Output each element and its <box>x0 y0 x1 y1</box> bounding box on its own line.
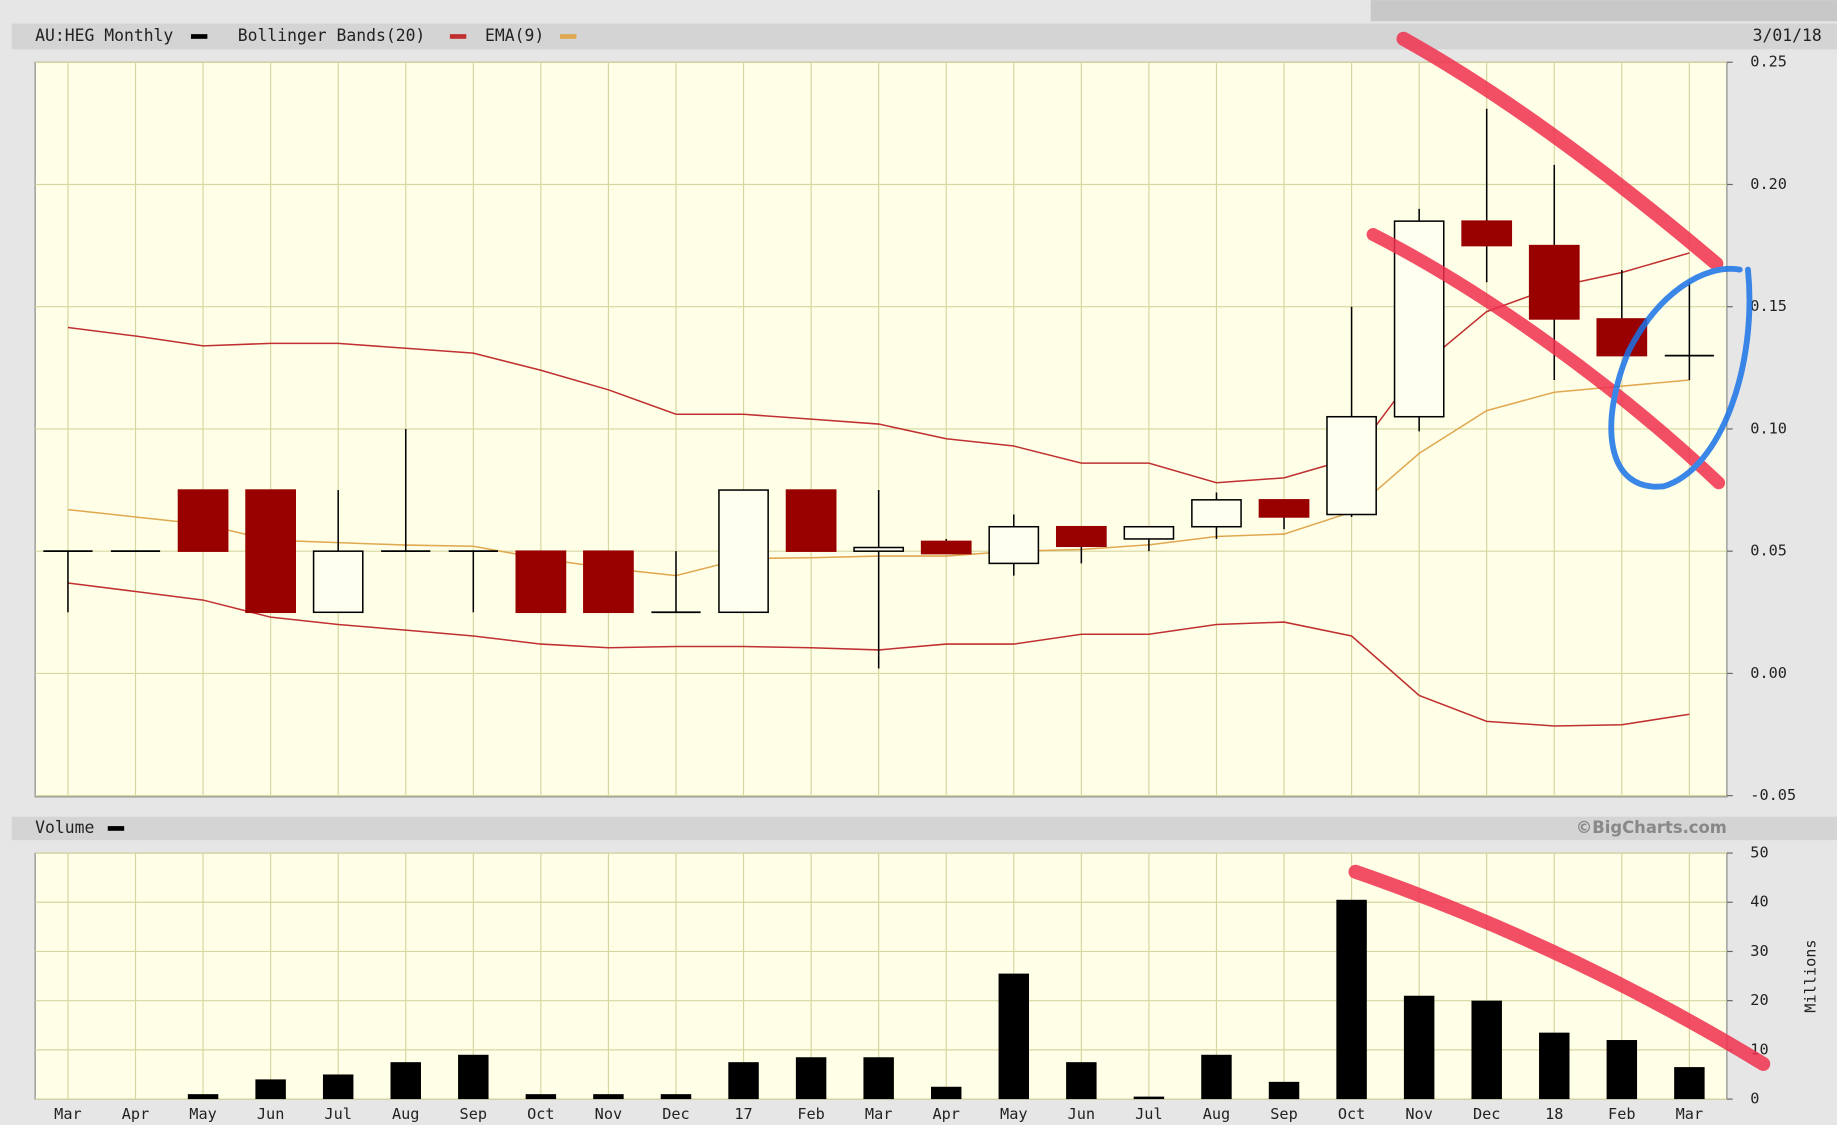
x-tick-label: Oct <box>527 1105 555 1123</box>
bar <box>525 1094 557 1100</box>
legend-title: AU:HEG Monthly <box>35 26 173 45</box>
x-tick-label: Jul <box>324 1105 352 1123</box>
bar <box>1133 1096 1165 1100</box>
bar <box>660 1094 692 1100</box>
bar <box>1268 1081 1300 1100</box>
annotation-circle <box>1608 265 1753 490</box>
x-tick-label: Jun <box>1068 1105 1096 1123</box>
y-tick-label: 0.25 <box>1750 53 1787 71</box>
x-tick-label: Feb <box>797 1105 825 1123</box>
x-tick-label: Mar <box>1676 1105 1703 1123</box>
candle-body <box>1191 499 1242 528</box>
layer: -0.050.000.050.100.150.200.2501020304050… <box>35 26 1796 1123</box>
bar <box>1336 899 1367 1100</box>
bar <box>1674 1067 1705 1100</box>
annotations <box>1348 31 1771 1071</box>
bar <box>1471 1000 1502 1100</box>
annotation-stroke <box>1366 228 1726 490</box>
candle-body <box>245 489 296 614</box>
chart-date: 3/01/18 <box>1753 26 1822 45</box>
bar <box>728 1062 759 1100</box>
x-tick-label: May <box>189 1105 217 1123</box>
y-tick-label: 0.05 <box>1750 542 1787 560</box>
legend-swatch <box>107 826 125 831</box>
y-tick-label: 0.00 <box>1750 664 1787 682</box>
bar <box>593 1094 624 1100</box>
bar <box>1606 1040 1638 1100</box>
candle-body <box>1055 525 1107 548</box>
x-tick-label: Mar <box>865 1105 893 1123</box>
candle-body <box>177 489 229 552</box>
x-tick-label: Jul <box>1135 1105 1163 1123</box>
candle-body <box>515 550 567 614</box>
bar <box>255 1079 286 1100</box>
candle-body <box>1258 499 1310 518</box>
y-tick-label: 0 <box>1750 1090 1759 1108</box>
candle-body <box>853 546 905 552</box>
candle-body <box>1528 244 1580 320</box>
bar <box>998 973 1030 1100</box>
bar <box>1066 1062 1097 1100</box>
x-tick-label: Sep <box>1270 1105 1297 1123</box>
x-tick-label: Dec <box>662 1105 689 1123</box>
x-tick-label: May <box>1000 1105 1028 1123</box>
y-tick-label: 40 <box>1750 893 1768 911</box>
legend-label: EMA(9) <box>485 26 544 45</box>
bar <box>458 1054 489 1100</box>
bar <box>863 1057 894 1100</box>
x-tick-label: Mar <box>54 1105 82 1123</box>
x-tick-label: Dec <box>1473 1105 1500 1123</box>
bar <box>930 1086 962 1100</box>
candle-body <box>312 550 364 614</box>
y-tick-label: 50 <box>1750 844 1768 862</box>
x-tick-label: Nov <box>595 1105 623 1123</box>
x-tick-label: Nov <box>1405 1105 1432 1123</box>
bar <box>322 1074 354 1100</box>
bar <box>795 1057 827 1100</box>
candle-body <box>718 489 769 614</box>
x-tick-label: 18 <box>1545 1105 1563 1123</box>
legend-bar <box>11 23 1837 50</box>
volume-title: Volume <box>35 818 94 837</box>
x-tick-label: 17 <box>734 1105 752 1123</box>
bar <box>187 1094 219 1100</box>
candle-body <box>1326 415 1377 516</box>
x-tick-label: Feb <box>1608 1105 1635 1123</box>
x-tick-label: Apr <box>122 1105 150 1123</box>
candle-body <box>1123 525 1175 540</box>
candle-body <box>1461 220 1513 247</box>
candle-body <box>583 550 634 614</box>
legend-swatch <box>560 34 577 39</box>
annotation-stroke <box>1396 31 1724 271</box>
bar <box>1201 1054 1232 1100</box>
x-tick-label: Aug <box>1203 1105 1230 1123</box>
candle-body <box>785 489 837 552</box>
bar <box>1539 1032 1570 1100</box>
annotation-stroke <box>1348 864 1771 1071</box>
x-tick-label: Apr <box>932 1105 959 1123</box>
y-tick-label: -0.05 <box>1750 786 1796 804</box>
candle-body <box>988 525 1040 565</box>
volume-bar-header <box>11 816 1837 841</box>
y-axis-label: Millions <box>1802 939 1820 1012</box>
y-tick-label: 20 <box>1750 991 1768 1009</box>
y-tick-label: 30 <box>1750 942 1768 960</box>
x-tick-label: Jun <box>257 1105 285 1123</box>
y-tick-label: 0.20 <box>1750 175 1787 193</box>
y-tick-label: 0.10 <box>1750 419 1787 437</box>
x-tick-label: Aug <box>392 1105 420 1123</box>
bar <box>1403 995 1435 1100</box>
x-tick-label: Sep <box>460 1105 488 1123</box>
y-tick-label: 0.15 <box>1750 297 1787 315</box>
candle-body <box>920 540 972 555</box>
legend-swatch <box>190 34 208 39</box>
header-strip <box>1370 0 1837 22</box>
legend-label: Bollinger Bands(20) <box>238 26 426 45</box>
x-tick-label: Oct <box>1338 1105 1365 1123</box>
credit: ©BigCharts.com <box>1576 818 1727 837</box>
legend-swatch <box>449 34 467 39</box>
bar <box>390 1062 421 1100</box>
